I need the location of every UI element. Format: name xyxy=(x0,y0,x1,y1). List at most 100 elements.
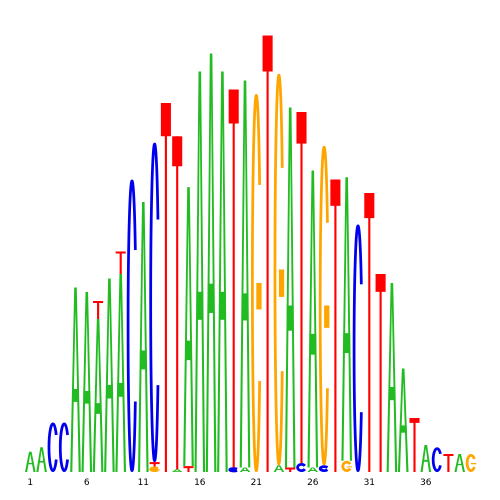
logo-letter-p30-0-C-arc xyxy=(352,224,363,472)
logo-letter-p27-0-C xyxy=(318,465,329,472)
logo-letter-p10-0-C-arc xyxy=(126,179,137,472)
logo-letter-p6-0-A-stroke xyxy=(81,292,93,472)
logo-letter-p17-0-A-crossbar xyxy=(207,283,215,313)
logo-letter-p25-1-T-stem xyxy=(300,112,303,463)
logo-letter-p28-0-T-stem xyxy=(334,179,337,472)
logo-letter-p27-1-G-arc xyxy=(318,145,329,466)
x-tick-label: 26 xyxy=(307,478,319,488)
logo-letter-p37-0-C xyxy=(431,447,442,472)
logo-letter-p26-1-A-stroke xyxy=(307,170,319,468)
logo-letter-p28-0-T xyxy=(330,179,341,472)
logo-letter-p3-0-C-arc xyxy=(47,422,58,472)
logo-letter-p18-0-A-stroke xyxy=(217,71,228,472)
logo-letter-p29-1-A-crossbar xyxy=(343,333,351,354)
logo-letter-p9-0-A-crossbar xyxy=(117,382,125,397)
logo-letter-p20-0-A-crossbar xyxy=(241,469,249,471)
logo-letter-p8-0-A-stroke xyxy=(104,278,115,472)
logo-letter-p11-0-A xyxy=(138,202,149,472)
logo-letter-p20-0-A-stroke xyxy=(239,467,251,472)
logo-letter-p11-0-A-crossbar xyxy=(139,350,147,370)
logo-letter-p18-0-A xyxy=(217,71,228,472)
logo-letter-p8-0-A-crossbar xyxy=(106,384,113,399)
logo-letter-p6-0-A-crossbar xyxy=(83,391,91,404)
logo-letter-p12-1-T xyxy=(149,462,160,467)
logo-letter-p15-1-A xyxy=(183,187,194,467)
logo-letter-p2-0-A-crossbar xyxy=(38,460,45,463)
logo-letter-p32-0-T-stem xyxy=(379,274,382,472)
logo-letter-p15-1-A-stroke xyxy=(183,187,194,467)
logo-letter-p30-0-C xyxy=(352,224,363,472)
logo-letter-p36-0-A-crossbar xyxy=(422,459,430,462)
logo-letter-p25-0-C xyxy=(296,463,306,472)
logo-letter-p9-1-T xyxy=(115,251,126,274)
logo-letter-p34-0-A xyxy=(397,368,409,472)
logo-letter-p17-0-A xyxy=(205,53,217,472)
x-tick-label: 1 xyxy=(27,478,33,488)
logo-letter-p19-0-C-arc xyxy=(228,467,238,473)
logo-letter-p24-0-T xyxy=(285,467,296,472)
logo-letter-p23-0-A-stroke xyxy=(273,465,285,472)
logo-letter-p12-0-G-bar xyxy=(154,469,160,471)
logo-letter-p33-0-A xyxy=(386,283,398,472)
logo-letter-p14-0-A xyxy=(171,469,183,472)
logo-letter-p38-0-T xyxy=(443,454,454,472)
logo-letter-p24-1-A xyxy=(284,107,296,468)
logo-letter-p19-1-T-stem xyxy=(232,89,235,468)
logo-letter-p26-0-A xyxy=(307,467,319,472)
logo-letter-p26-0-A-stroke xyxy=(307,467,319,472)
logo-letter-p27-1-G xyxy=(318,145,330,466)
logo-letter-p10-0-C xyxy=(126,179,137,472)
logo-letter-p12-2-C xyxy=(149,142,160,463)
logo-letter-p36-0-A xyxy=(420,445,432,472)
x-tick-label: 11 xyxy=(138,478,149,488)
logo-letter-p7-1-T xyxy=(93,301,104,319)
logo-letter-p21-0-G-arc xyxy=(251,94,262,472)
logo-letter-p19-0-C xyxy=(228,467,238,473)
logo-letter-p15-0-T xyxy=(183,466,194,472)
x-tick-label: 16 xyxy=(194,478,206,488)
logo-letter-p14-0-A-crossbar xyxy=(173,470,181,472)
logo-letter-p23-1-G xyxy=(273,73,285,466)
logo-letter-p40-0-G-arc xyxy=(465,454,476,472)
logo-letter-p35-0-T-stem xyxy=(413,418,416,472)
logo-letter-p40-0-G-bar xyxy=(471,463,477,465)
logo-letter-p3-0-C xyxy=(47,422,58,472)
logo-letter-p25-0-C-arc xyxy=(296,463,306,472)
logo-letter-p15-1-A-crossbar xyxy=(185,340,192,361)
logo-letter-p13-0-T xyxy=(160,103,171,472)
logo-letter-p8-0-A xyxy=(104,278,115,472)
logo-letter-p14-1-T xyxy=(172,136,183,470)
logo-letter-p24-1-A-crossbar xyxy=(286,305,294,331)
logo-letter-p12-1-T-stem xyxy=(153,462,156,467)
logo-letter-p39-0-A-crossbar xyxy=(456,463,464,466)
logo-letter-p9-0-A xyxy=(115,274,126,472)
logo-letter-p27-1-G-bar xyxy=(324,305,330,328)
x-tick-label: 6 xyxy=(84,478,90,488)
logo-letter-p1-0-A-stroke xyxy=(25,451,36,472)
logo-letter-p14-1-T-stem xyxy=(176,136,179,470)
logo-letter-p20-1-A-stroke xyxy=(239,80,251,468)
logo-letter-p26-1-A-crossbar xyxy=(309,333,317,355)
logo-letter-p17-0-A-stroke xyxy=(205,53,217,472)
logo-letter-p12-0-G-arc xyxy=(149,466,159,473)
logo-letter-p16-0-A xyxy=(194,71,206,472)
logo-letter-p24-0-T-stem xyxy=(289,467,292,472)
logo-letter-p2-0-A-stroke xyxy=(36,447,47,472)
logo-letter-p4-0-C xyxy=(58,422,69,472)
logo-letter-p4-0-C-arc xyxy=(58,422,69,472)
logo-letter-p31-0-T xyxy=(364,193,375,472)
logo-letter-p33-0-A-stroke xyxy=(386,283,398,472)
logo-letter-p7-0-A xyxy=(92,319,104,472)
logo-letter-p36-0-A-stroke xyxy=(420,445,432,472)
logo-letter-p23-0-A xyxy=(273,465,285,472)
logo-letter-p15-0-T-stem xyxy=(187,466,190,472)
logo-letter-p20-0-A xyxy=(239,467,251,472)
logo-letter-p22-0-T xyxy=(262,35,273,472)
x-tick-label: 31 xyxy=(364,478,375,488)
logo-letter-p13-0-T-stem xyxy=(164,103,167,472)
logo-letter-p12-0-G xyxy=(149,466,160,473)
logo-letter-p39-0-A-stroke xyxy=(454,454,465,472)
logo-letter-p5-0-A-crossbar xyxy=(72,388,79,402)
logo-letter-p29-1-A-stroke xyxy=(341,177,352,461)
logo-letter-p38-0-T-stem xyxy=(447,454,450,472)
